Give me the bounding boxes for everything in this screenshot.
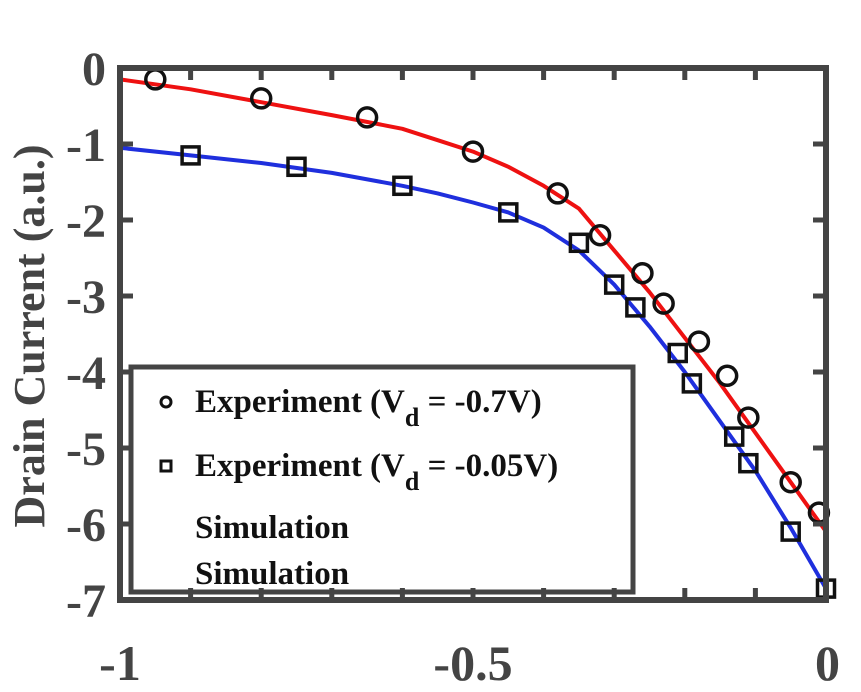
y-tick-label: -2 — [66, 195, 106, 248]
y-axis-label: Drain Current (a.u.) — [5, 145, 54, 528]
data-point-circle — [546, 182, 569, 205]
data-point-square — [392, 175, 413, 197]
data-point-square — [625, 297, 646, 318]
legend-box — [128, 364, 636, 595]
legend-label-2: Simulation — [195, 510, 349, 546]
y-tick-label: -7 — [66, 575, 106, 628]
data-point-circle — [461, 140, 485, 163]
legend: Experiment (Vd = -0.7V) Experiment (Vd = … — [128, 364, 636, 595]
data-point-circle — [737, 406, 760, 429]
data-point-square — [498, 202, 519, 223]
legend-label-3: Simulation — [195, 556, 349, 592]
data-point-square — [681, 373, 703, 394]
x-tick-label: -0.5 — [433, 635, 512, 691]
data-point-circle — [652, 292, 675, 315]
data-point-circle — [631, 261, 654, 285]
y-tick-label: -4 — [66, 347, 106, 400]
axis-ticks: 0 -1 -2 -3 -4 -5 -6 -7 -1 -0.5 0 — [66, 43, 840, 691]
data-point-square — [667, 342, 688, 364]
legend-label-1: Experiment (Vd = -0.05V) — [195, 448, 558, 496]
data-point-square — [780, 521, 801, 542]
y-tick-label: 0 — [82, 43, 106, 96]
y-tick-label: -5 — [66, 423, 106, 476]
data-point-square — [603, 274, 625, 295]
legend-marker-circle — [159, 395, 173, 409]
data-point-circle — [779, 470, 802, 494]
legend-label-0: Experiment (Vd = -0.7V) — [195, 384, 542, 432]
data-point-square — [286, 156, 307, 178]
data-point-circle — [715, 364, 739, 388]
y-tick-label: -1 — [66, 119, 106, 172]
x-tick-label: -1 — [99, 635, 141, 691]
data-point-circle — [687, 330, 711, 353]
y-tick-label: -6 — [66, 499, 106, 552]
simulation-line-2 — [119, 77, 828, 533]
data-point-circle — [355, 106, 379, 129]
data-point-square — [723, 426, 745, 447]
series-markers — [144, 68, 837, 599]
data-point-square — [568, 232, 590, 254]
series-lines — [119, 77, 828, 590]
data-point-circle — [249, 87, 273, 110]
y-tick-label: -3 — [66, 271, 106, 324]
x-tick-label: 0 — [815, 635, 840, 691]
legend-marker-square — [159, 459, 173, 473]
data-point-circle — [588, 223, 612, 247]
data-point-square — [738, 452, 759, 474]
data-point-square — [180, 145, 201, 166]
simulation-line-3 — [119, 145, 828, 590]
